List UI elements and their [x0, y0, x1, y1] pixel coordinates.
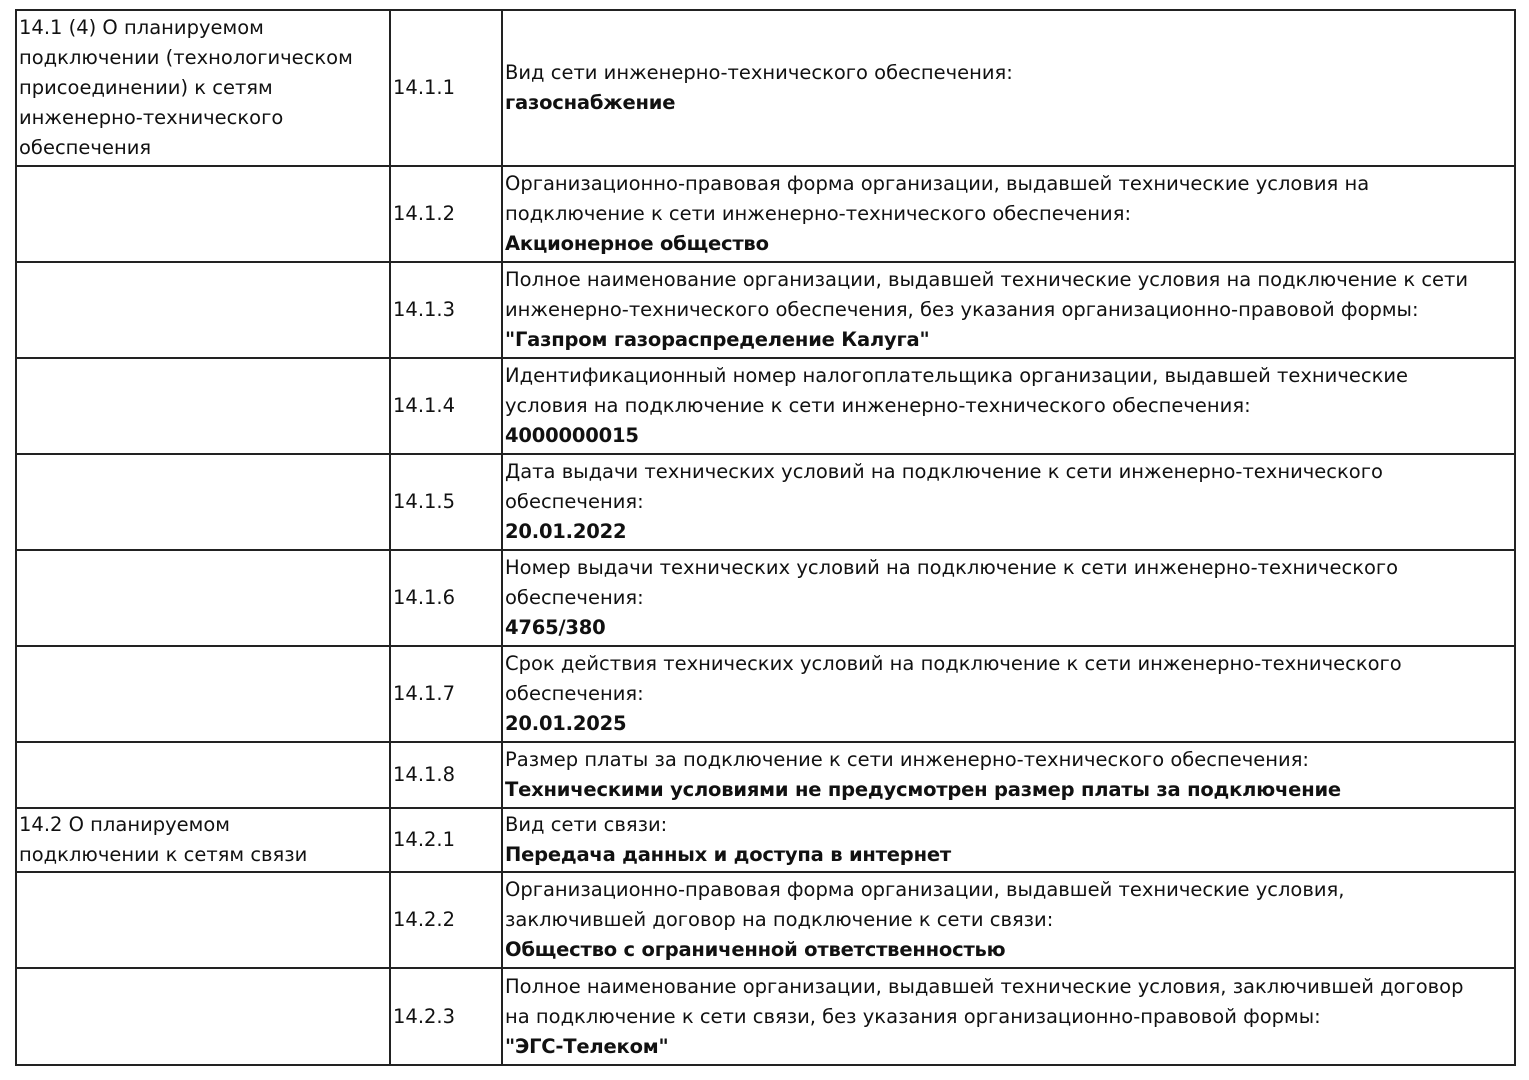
- item-description-cell: Размер платы за подключение к сети инжен…: [501, 741, 1516, 809]
- item-label-line: условия на подключение к сети инженерно-…: [505, 394, 1251, 417]
- section-cell: [15, 261, 391, 359]
- item-description-cell: Вид сети связи: Передача данных и доступа…: [501, 807, 1516, 873]
- item-value: "Газпром газораспределение Калуга": [505, 328, 930, 351]
- section-cell: 14.1 (4) О планируемом подключении (техно…: [15, 9, 391, 167]
- section-title-line: присоединении) к сетям: [19, 76, 273, 99]
- section-title-line: 14.2 О планируемом: [19, 813, 231, 836]
- table-row: 14.1 (4) О планируемом подключении (техно…: [15, 9, 1516, 167]
- item-label-line: Срок действия технических условий на под…: [505, 652, 1402, 675]
- item-number-cell: 14.1.5: [389, 453, 503, 551]
- item-label-line: инженерно-технического обеспечения, без …: [505, 298, 1419, 321]
- item-number: 14.2.3: [393, 1004, 456, 1028]
- item-number-cell: 14.1.3: [389, 261, 503, 359]
- section-cell: [15, 967, 391, 1066]
- section-cell: [15, 549, 391, 647]
- item-description-cell: Организационно-правовая форма организаци…: [501, 871, 1516, 969]
- item-number-cell: 14.2.2: [389, 871, 503, 969]
- item-description-cell: Номер выдачи технических условий на подк…: [501, 549, 1516, 647]
- section-title-line: подключении (технологическом: [19, 46, 353, 69]
- table-row: 14.1.3 Полное наименование организации, в…: [15, 261, 1516, 359]
- info-table: 14.1 (4) О планируемом подключении (техно…: [15, 9, 1516, 1066]
- item-number: 14.1.6: [393, 586, 456, 609]
- table-row: 14.1.2 Организационно-правовая форма орга…: [15, 165, 1516, 263]
- item-label-line: Вид сети инженерно-технического обеспече…: [505, 61, 1013, 84]
- section-cell: [15, 357, 391, 455]
- item-label-line: обеспечения:: [505, 682, 644, 705]
- item-description-cell: Организационно-правовая форма организаци…: [501, 165, 1516, 263]
- item-label-line: на подключение к сети связи, без указани…: [505, 1004, 1321, 1028]
- table-row: 14.1.6 Номер выдачи технических условий н…: [15, 549, 1516, 647]
- item-number-cell: 14.1.1: [389, 9, 503, 167]
- section-cell: [15, 165, 391, 263]
- table-body: 14.1 (4) О планируемом подключении (техно…: [15, 9, 1516, 1066]
- item-value: Общество с ограниченной ответственностью: [505, 938, 1006, 961]
- item-number-cell: 14.1.2: [389, 165, 503, 263]
- section-title-line: обеспечения: [19, 136, 152, 159]
- section-title-line: 14.1 (4) О планируемом: [19, 16, 264, 39]
- item-label-line: Размер платы за подключение к сети инжен…: [505, 748, 1310, 771]
- item-label-line: заключившей договор на подключение к сет…: [505, 908, 1054, 931]
- section-title-line: инженерно-технического: [19, 106, 284, 129]
- item-number: 14.1.3: [393, 298, 456, 321]
- item-description-cell: Полное наименование организации, выдавше…: [501, 261, 1516, 359]
- item-number-cell: 14.1.4: [389, 357, 503, 455]
- section-cell: [15, 645, 391, 743]
- item-value: 20.01.2025: [505, 712, 627, 735]
- item-description-cell: Полное наименование организации, выдавше…: [501, 967, 1516, 1066]
- item-value: Техническими условиями не предусмотрен р…: [505, 778, 1341, 801]
- item-value: 20.01.2022: [505, 520, 627, 543]
- table-row: 14.2.2 Организационно-правовая форма орга…: [15, 871, 1516, 969]
- item-number: 14.1.7: [393, 682, 456, 705]
- item-number: 14.1.8: [393, 763, 456, 786]
- item-number: 14.1.2: [393, 202, 456, 225]
- item-number-cell: 14.2.3: [389, 967, 503, 1066]
- item-number-cell: 14.1.6: [389, 549, 503, 647]
- item-description-cell: Идентификационный номер налогоплательщик…: [501, 357, 1516, 455]
- item-description-cell: Вид сети инженерно-технического обеспече…: [501, 9, 1516, 167]
- item-label-line: Полное наименование организации, выдавше…: [505, 268, 1469, 291]
- item-number: 14.1.5: [393, 490, 456, 513]
- item-number: 14.2.1: [393, 828, 456, 851]
- item-number-cell: 14.1.8: [389, 741, 503, 809]
- table-row: 14.2.3 Полное наименование организации, в…: [15, 967, 1516, 1066]
- item-label-line: Организационно-правовая форма организаци…: [505, 878, 1345, 901]
- table-row: 14.1.4 Идентификационный номер налогоплат…: [15, 357, 1516, 455]
- section-title-line: подключении к сетям связи: [19, 843, 308, 866]
- item-number-cell: 14.2.1: [389, 807, 503, 873]
- item-number: 14.1.4: [393, 394, 456, 417]
- table-row: 14.1.8 Размер платы за подключение к сети…: [15, 741, 1516, 809]
- item-label-line: обеспечения:: [505, 490, 644, 513]
- item-label-line: подключение к сети инженерно-техническог…: [505, 202, 1132, 225]
- item-value: 4765/380: [505, 616, 606, 639]
- item-value: "ЭГС-Телеком": [505, 1034, 669, 1058]
- item-value: Передача данных и доступа в интернет: [505, 843, 951, 866]
- item-label-line: Идентификационный номер налогоплательщик…: [505, 364, 1409, 387]
- table-row: 14.1.5 Дата выдачи технических условий на…: [15, 453, 1516, 551]
- item-number-cell: 14.1.7: [389, 645, 503, 743]
- item-number: 14.2.2: [393, 908, 456, 931]
- section-cell: 14.2 О планируемом подключении к сетям св…: [15, 807, 391, 873]
- item-value: Акционерное общество: [505, 232, 769, 255]
- section-cell: [15, 741, 391, 809]
- item-label-line: Номер выдачи технических условий на подк…: [505, 556, 1399, 579]
- section-cell: [15, 453, 391, 551]
- item-label-line: обеспечения:: [505, 586, 644, 609]
- item-description-cell: Дата выдачи технических условий на подкл…: [501, 453, 1516, 551]
- table-row: 14.1.7 Срок действия технических условий …: [15, 645, 1516, 743]
- section-cell: [15, 871, 391, 969]
- item-label-line: Организационно-правовая форма организаци…: [505, 172, 1370, 195]
- table-row: 14.2 О планируемом подключении к сетям св…: [15, 807, 1516, 873]
- item-label-line: Дата выдачи технических условий на подкл…: [505, 460, 1383, 483]
- item-label-line: Вид сети связи:: [505, 813, 668, 836]
- item-description-cell: Срок действия технических условий на под…: [501, 645, 1516, 743]
- item-value: 4000000015: [505, 424, 639, 447]
- item-label-line: Полное наименование организации, выдавше…: [505, 974, 1464, 998]
- item-value: газоснабжение: [505, 91, 676, 114]
- item-number: 14.1.1: [393, 76, 456, 99]
